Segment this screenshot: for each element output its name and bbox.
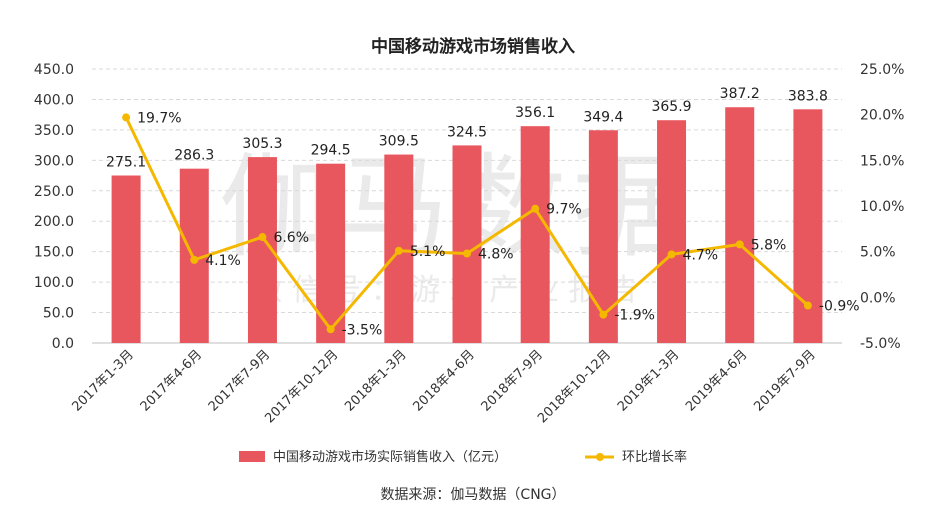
left-tick-label: 350.0	[34, 123, 74, 139]
right-tick-label: 10.0%	[860, 199, 904, 215]
bar-value-label: 365.9	[651, 99, 691, 115]
category-label: 2017年4-6月	[138, 347, 205, 414]
line-value-label: 6.6%	[273, 230, 309, 246]
bar-value-label: 286.3	[174, 148, 214, 164]
left-tick-label: 150.0	[34, 245, 74, 261]
bar	[657, 120, 687, 344]
line-point	[190, 255, 199, 264]
line-value-label: -1.9%	[614, 308, 655, 324]
bar-value-label: 383.8	[788, 88, 828, 104]
bar-value-label: 294.5	[311, 143, 351, 159]
legend-swatch-bar	[239, 451, 265, 462]
left-tick-label: 0.0	[52, 336, 74, 352]
bar	[725, 107, 755, 343]
bar-value-label: 349.4	[583, 109, 623, 125]
legend-swatch-marker	[596, 453, 604, 461]
bar	[520, 126, 550, 343]
line-value-label: 4.8%	[478, 246, 514, 262]
left-tick-label: 200.0	[34, 214, 74, 230]
line-value-label: 9.7%	[546, 202, 582, 218]
category-label: 2017年10-12月	[262, 347, 341, 426]
line-point	[394, 246, 403, 255]
left-tick-label: 450.0	[34, 62, 74, 78]
data-labels: 275.1 286.3 305.3 294.5 309.5 324.5 356.1 349.4…	[106, 86, 859, 338]
line-value-label: 4.7%	[683, 247, 719, 263]
right-tick-label: -5.0%	[860, 336, 901, 352]
left-tick-label: 250.0	[34, 184, 74, 200]
left-tick-label: 50.0	[43, 306, 74, 322]
category-label: 2018年1-3月	[342, 347, 409, 414]
category-label: 2017年7-9月	[206, 347, 273, 414]
category-label: 2019年7-9月	[751, 347, 818, 414]
line-point	[667, 250, 676, 259]
right-tick-label: 25.0%	[860, 62, 904, 78]
left-tick-label: 100.0	[34, 275, 74, 291]
line-point	[803, 301, 812, 310]
line-value-label: -0.9%	[819, 299, 860, 315]
category-label: 2018年7-9月	[479, 347, 546, 414]
line-value-label: 19.7%	[137, 110, 181, 126]
right-tick-label: 0.0%	[860, 290, 896, 306]
line-value-label: 4.1%	[205, 253, 241, 269]
category-label: 2018年4-6月	[410, 347, 477, 414]
line-value-label: 5.8%	[751, 237, 787, 253]
chart-title: 中国移动游戏市场销售收入	[371, 36, 575, 57]
left-tick-label: 300.0	[34, 153, 74, 169]
right-axis: -5.0% 0.0% 5.0% 10.0% 15.0% 20.0% 25.0%	[860, 62, 904, 352]
source-note: 数据来源：伽马数据（CNG）	[380, 487, 565, 503]
legend: 中国移动游戏市场实际销售收入（亿元） 环比增长率	[239, 449, 687, 465]
legend-label-bar: 中国移动游戏市场实际销售收入（亿元）	[273, 449, 507, 465]
right-tick-label: 5.0%	[860, 245, 896, 261]
line-point	[531, 204, 540, 213]
category-label: 2017年1-3月	[70, 347, 137, 414]
bar-value-label: 309.5	[379, 134, 419, 150]
line-point	[258, 233, 267, 242]
right-tick-label: 20.0%	[860, 108, 904, 124]
right-tick-label: 15.0%	[860, 153, 904, 169]
bar-value-label: 387.2	[720, 86, 760, 102]
category-label: 2019年4-6月	[683, 347, 750, 414]
line-point	[735, 240, 744, 249]
bar-value-label: 324.5	[447, 124, 487, 140]
left-tick-label: 400.0	[34, 92, 74, 108]
line-point	[599, 310, 608, 319]
category-label: 2019年1-3月	[615, 347, 682, 414]
line-point	[122, 113, 131, 122]
bar	[452, 145, 482, 343]
category-label: 2018年10-12月	[535, 347, 614, 426]
line-point	[463, 249, 471, 258]
line-value-label: 5.1%	[410, 244, 446, 260]
line-series	[122, 113, 812, 334]
line-value-label: -3.5%	[342, 322, 383, 338]
bar	[111, 175, 141, 343]
bar-value-label: 275.1	[106, 154, 146, 170]
left-axis: 0.0 50.0 100.0 150.0 200.0 250.0 300.0 350.0 400…	[34, 62, 74, 352]
line-point	[326, 325, 335, 334]
bar-value-label: 305.3	[242, 136, 282, 152]
bar	[316, 163, 346, 343]
legend-label-line: 环比增长率	[622, 449, 687, 465]
bar-value-label: 356.1	[515, 105, 555, 121]
